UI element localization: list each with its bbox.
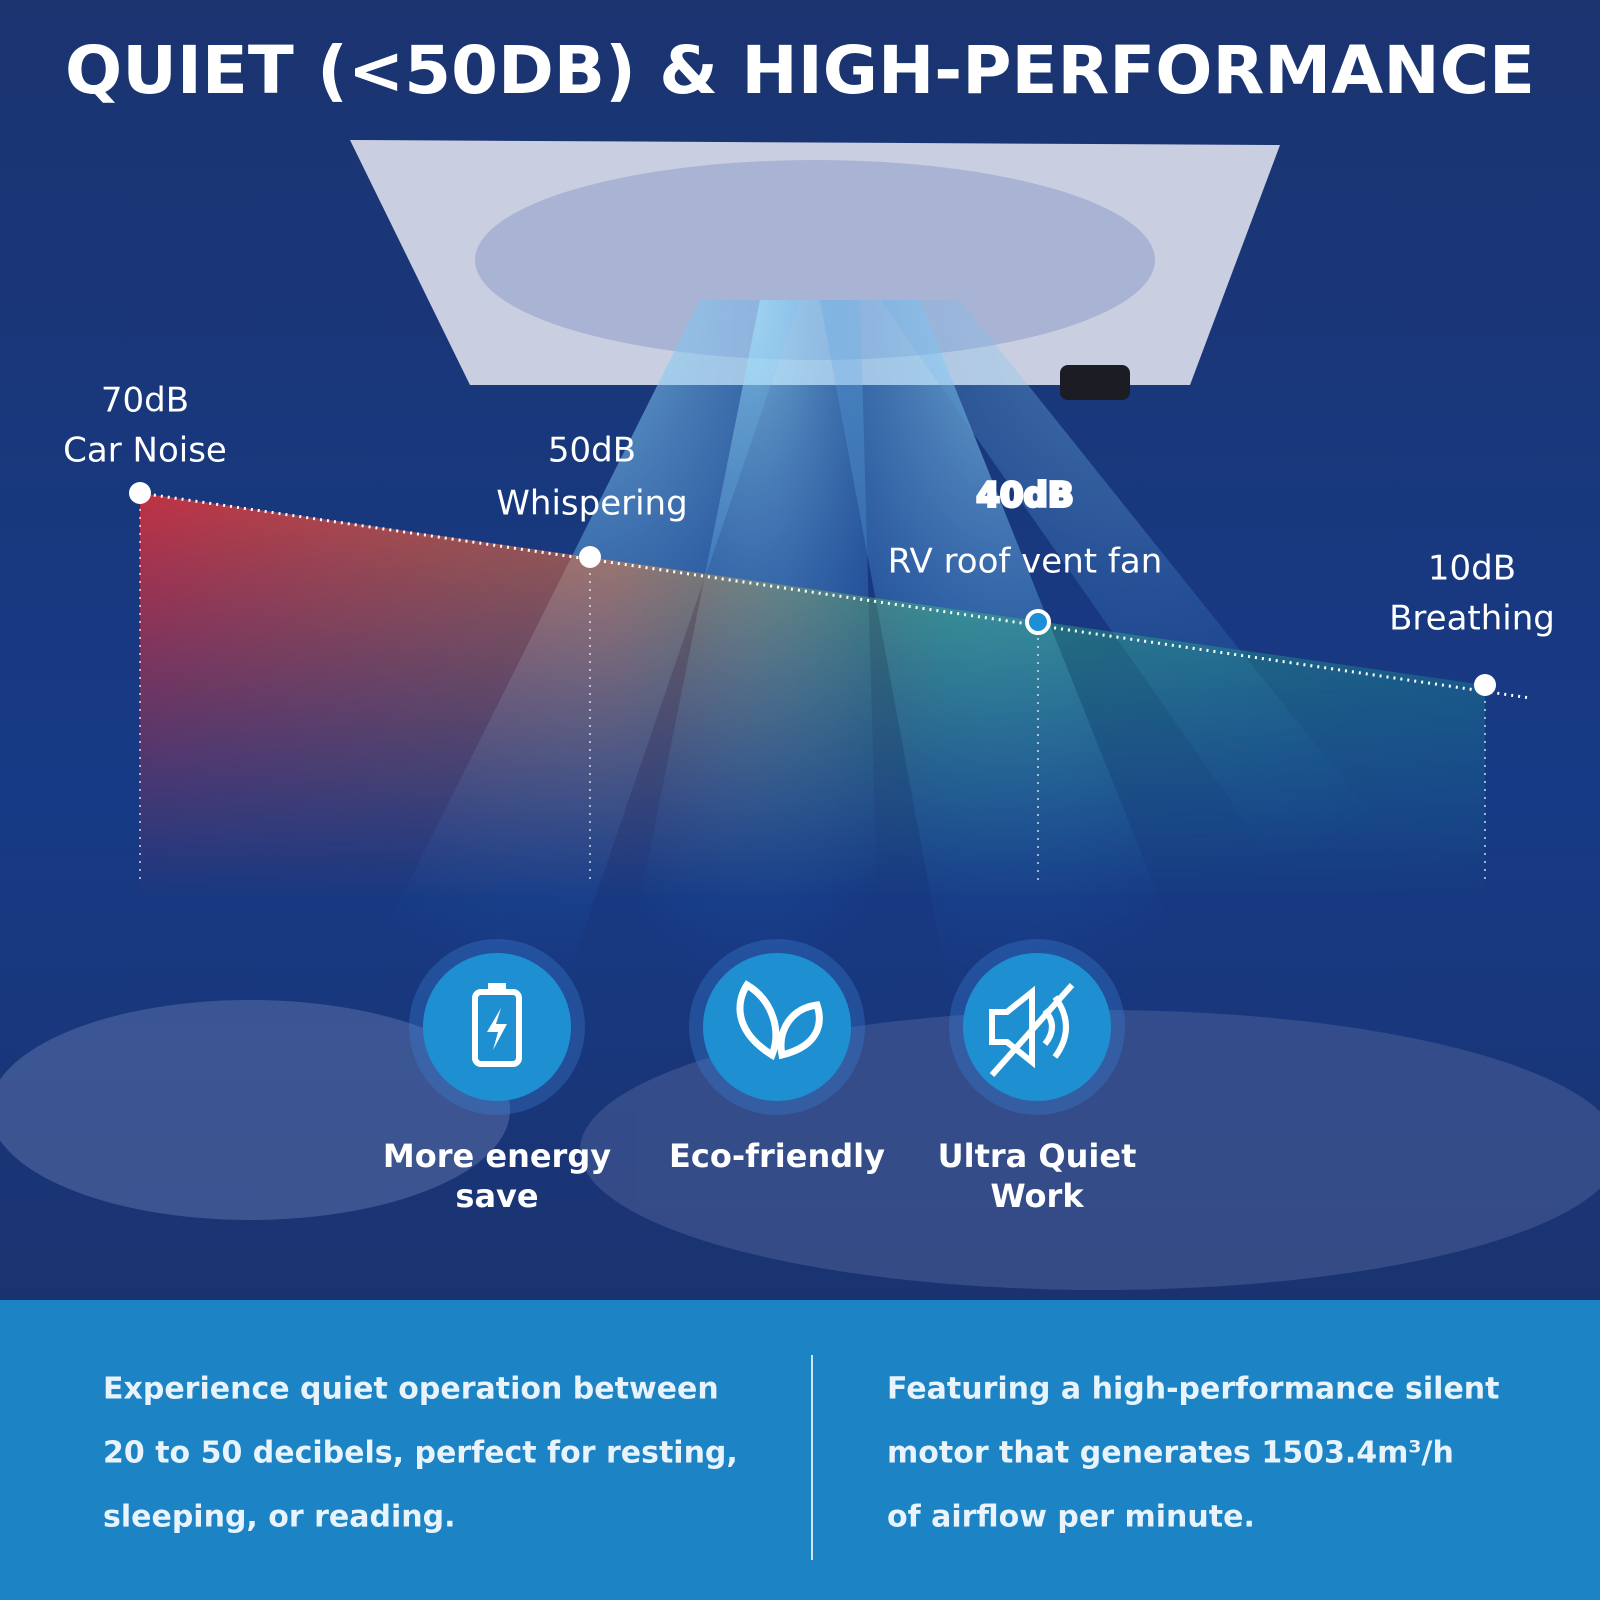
- footer-line: 20 to 50 decibels, perfect for resting,: [103, 1436, 738, 1471]
- feature-label: Ultra Quiet: [938, 1137, 1137, 1175]
- icon: [472, 983, 522, 1067]
- level-line: [139, 491, 1531, 700]
- level-point: [1025, 609, 1051, 635]
- feature-label: More energy: [383, 1137, 611, 1175]
- level-label: Breathing: [1389, 599, 1555, 639]
- footer-line: sleeping, or reading.: [103, 1500, 456, 1535]
- feature-label: Eco-friendly: [669, 1137, 885, 1175]
- bedroom: [0, 1000, 1600, 1290]
- footer-line: Experience quiet operation between: [103, 1372, 719, 1407]
- level-label: RV roof vent fan: [888, 542, 1163, 582]
- footer-text: Experience quiet operation between 20 to …: [103, 1372, 1500, 1535]
- level-value: 50dB: [548, 431, 636, 471]
- feature-label: save: [455, 1177, 538, 1215]
- levels: 70dB Car Noise 50dB Whispering 40dB RV roof v…: [63, 381, 1555, 880]
- noise-gradient: [140, 493, 1485, 900]
- title: QUIET (<50DB) & HIGH-PERFORMANCE: [65, 32, 1535, 109]
- level-value: 40dB: [976, 476, 1074, 516]
- icon: [736, 980, 823, 1061]
- fan: [350, 140, 1280, 400]
- footer-line: of airflow per minute.: [887, 1500, 1255, 1535]
- level-point: [579, 546, 601, 568]
- level-point: [1474, 674, 1496, 696]
- level-point: [129, 482, 151, 504]
- footer-line: Featuring a high-performance silent: [887, 1372, 1500, 1407]
- footer-band: [0, 1300, 1600, 1600]
- icon: [989, 983, 1075, 1077]
- level-value: 10dB: [1428, 549, 1516, 589]
- feature-label: Work: [990, 1177, 1084, 1215]
- level-label: Car Noise: [63, 431, 227, 471]
- footer-line: motor that generates 1503.4m³/h: [887, 1436, 1454, 1471]
- level-label: Whispering: [496, 484, 687, 524]
- level-value: 70dB: [101, 381, 189, 421]
